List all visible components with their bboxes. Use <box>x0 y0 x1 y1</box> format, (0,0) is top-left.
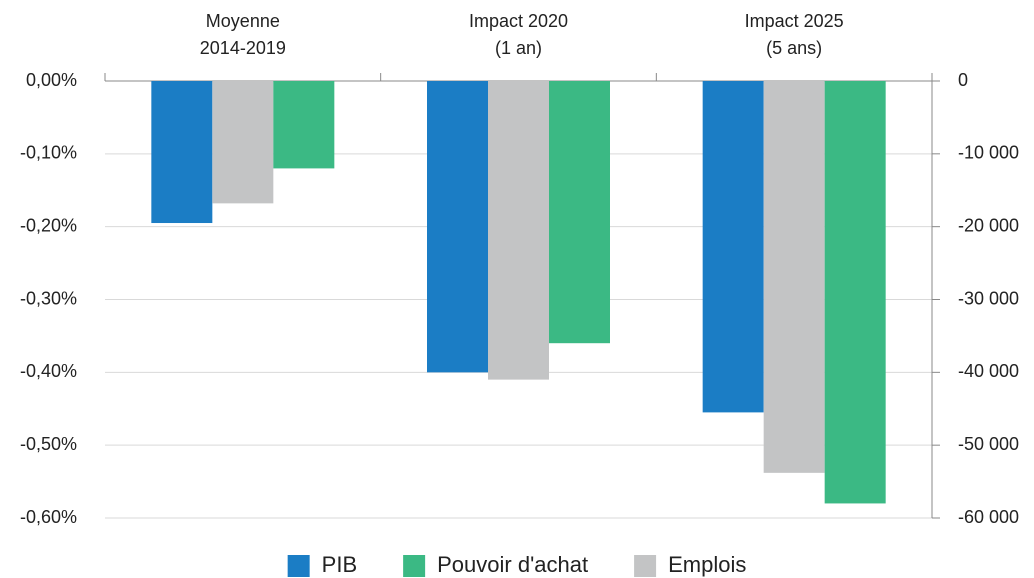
y2-tick-label: -50 000 <box>958 434 1019 454</box>
y-tick-label: 0,00% <box>26 70 77 90</box>
y2-tick-label: -60 000 <box>958 507 1019 527</box>
bar <box>549 81 610 344</box>
bar <box>824 81 886 504</box>
y-tick-label: -0,40% <box>20 361 77 381</box>
legend-swatch <box>287 555 310 577</box>
legend-label: Pouvoir d'achat <box>437 552 588 577</box>
bar <box>488 81 549 380</box>
bar <box>212 81 274 204</box>
y-tick-label: -0,20% <box>20 215 77 235</box>
x-tick-label: Impact 2025 (5 ans) <box>744 11 844 58</box>
legend: PIB Pouvoir d'achat Emplois <box>287 552 746 577</box>
legend-label: PIB <box>322 552 357 577</box>
y2-tick-label: -40 000 <box>958 361 1019 381</box>
bar <box>273 81 335 169</box>
y-tick-label: -0,60% <box>20 507 77 527</box>
x-tick-label: Moyenne 2014-2019 <box>199 11 286 58</box>
legend-swatch <box>403 555 426 577</box>
bar <box>702 81 764 413</box>
y-tick-label: -0,50% <box>20 434 77 454</box>
y2-tick-label: -20 000 <box>958 215 1019 235</box>
legend-swatch <box>634 555 657 577</box>
y2-tick-label: 0 <box>958 70 968 90</box>
x-tick-label: Impact 2020 (1 an) <box>468 11 569 58</box>
bar <box>427 81 488 373</box>
bar <box>763 81 825 473</box>
legend-label: Emplois <box>668 552 746 577</box>
y-tick-label: -0,30% <box>20 288 77 308</box>
y2-tick-label: -10 000 <box>958 143 1019 163</box>
y-tick-label: -0,10% <box>20 143 77 163</box>
bar <box>151 81 213 224</box>
y2-tick-label: -30 000 <box>958 288 1019 308</box>
